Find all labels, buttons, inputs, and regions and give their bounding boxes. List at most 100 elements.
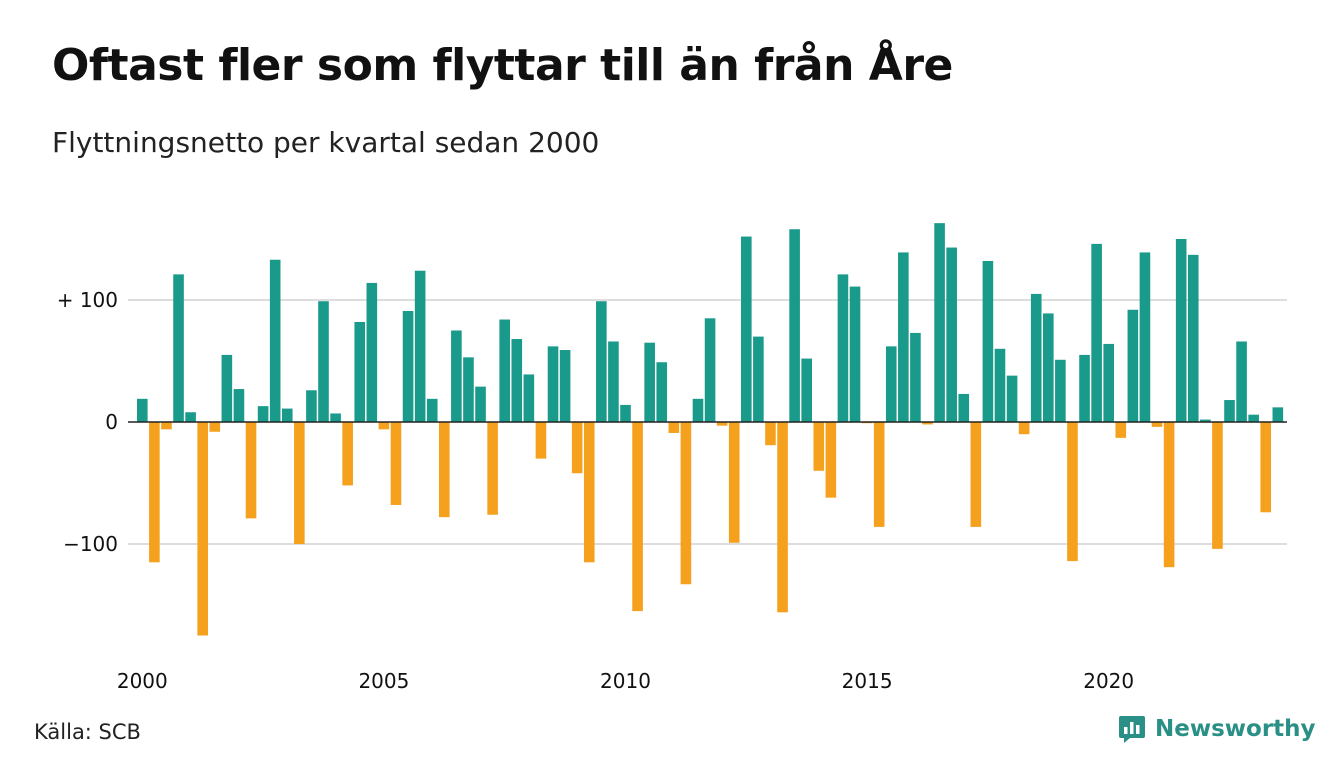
bar — [813, 422, 825, 471]
bar — [1187, 254, 1199, 422]
bar — [523, 374, 535, 422]
bar — [1272, 407, 1284, 422]
bar — [1248, 414, 1259, 422]
bar — [632, 422, 643, 612]
bar — [354, 321, 366, 422]
bar — [1175, 239, 1187, 422]
bar — [378, 422, 390, 430]
bar — [1236, 341, 1247, 422]
bar — [571, 422, 583, 474]
bar — [1055, 359, 1066, 422]
y-axis: + 100 0 −100 — [57, 288, 118, 556]
bar — [801, 358, 812, 422]
bar — [765, 422, 776, 446]
bar — [1127, 309, 1139, 422]
bar — [161, 422, 172, 430]
bar — [753, 336, 764, 422]
x-tick-label: 2000 — [117, 669, 168, 693]
bar — [1030, 293, 1042, 422]
bar — [692, 398, 704, 422]
bar — [439, 422, 450, 518]
bar — [535, 422, 547, 459]
x-tick-label: 2020 — [1083, 669, 1134, 693]
bar — [946, 247, 957, 422]
bar — [149, 422, 160, 563]
bar — [1200, 419, 1211, 422]
bar — [1079, 354, 1090, 422]
x-tick-label: 2010 — [600, 669, 651, 693]
newsworthy-logo-icon — [1119, 716, 1145, 743]
bar — [294, 422, 305, 544]
bar — [1260, 422, 1272, 513]
bar — [656, 362, 668, 422]
bar — [704, 318, 716, 422]
bar — [1043, 313, 1054, 422]
bar — [426, 398, 438, 422]
y-tick-label: −100 — [63, 532, 118, 556]
bar — [922, 422, 933, 425]
bars — [128, 223, 1287, 636]
bar — [970, 422, 982, 527]
bar — [741, 236, 752, 422]
bar — [982, 260, 994, 422]
bar — [499, 319, 510, 422]
bar — [281, 408, 293, 422]
bar — [994, 348, 1006, 422]
bar — [463, 357, 474, 422]
bar — [342, 422, 353, 486]
bar — [716, 422, 728, 426]
bar — [620, 404, 631, 422]
bar — [197, 422, 208, 636]
chart-subtitle: Flyttningsnetto per kvartal sedan 2000 — [52, 126, 600, 159]
source-note: Källa: SCB — [34, 720, 141, 744]
bar — [825, 422, 837, 498]
bar — [221, 354, 233, 422]
bar — [402, 310, 414, 422]
bar — [873, 422, 885, 527]
bar — [958, 393, 970, 422]
bar — [559, 350, 571, 422]
bar — [1224, 400, 1235, 422]
bar — [414, 270, 426, 422]
bar — [583, 422, 595, 563]
bar — [137, 398, 148, 422]
bar — [173, 274, 184, 422]
bar — [185, 412, 196, 422]
bar — [451, 330, 462, 422]
x-tick-label: 2015 — [842, 669, 893, 693]
bar — [910, 332, 921, 422]
bar — [1018, 422, 1030, 435]
bar — [1091, 243, 1102, 422]
bar — [366, 282, 378, 422]
bar — [934, 223, 945, 422]
bar — [1163, 422, 1175, 568]
bar — [233, 389, 245, 422]
bar — [318, 301, 329, 422]
bar — [330, 413, 341, 422]
chart-title: Oftast fler som flyttar till än från Åre — [52, 40, 953, 91]
bar — [1139, 252, 1151, 422]
y-tick-label: + 100 — [57, 288, 118, 312]
bar — [1212, 422, 1223, 549]
bar — [487, 422, 498, 515]
bar — [511, 339, 523, 422]
bar — [680, 422, 692, 585]
brand-name: Newsworthy — [1155, 716, 1316, 742]
bar — [1006, 375, 1018, 422]
bar — [885, 346, 897, 422]
x-axis: 2000 2005 2010 2015 2020 — [117, 669, 1134, 693]
bar — [1115, 422, 1127, 438]
bar — [269, 259, 281, 422]
bar — [1067, 422, 1078, 562]
bar — [608, 341, 619, 422]
bar — [209, 422, 221, 432]
bar — [596, 301, 607, 422]
y-tick-label: 0 — [105, 410, 118, 434]
bar — [547, 346, 559, 422]
bar — [257, 406, 269, 422]
bar — [837, 274, 849, 422]
bar — [475, 386, 486, 422]
bar — [668, 422, 680, 433]
bar-chart: + 100 0 −100 2000 2005 2010 2015 2020 — [57, 223, 1287, 693]
brand-logo[interactable]: Newsworthy — [1118, 713, 1316, 745]
